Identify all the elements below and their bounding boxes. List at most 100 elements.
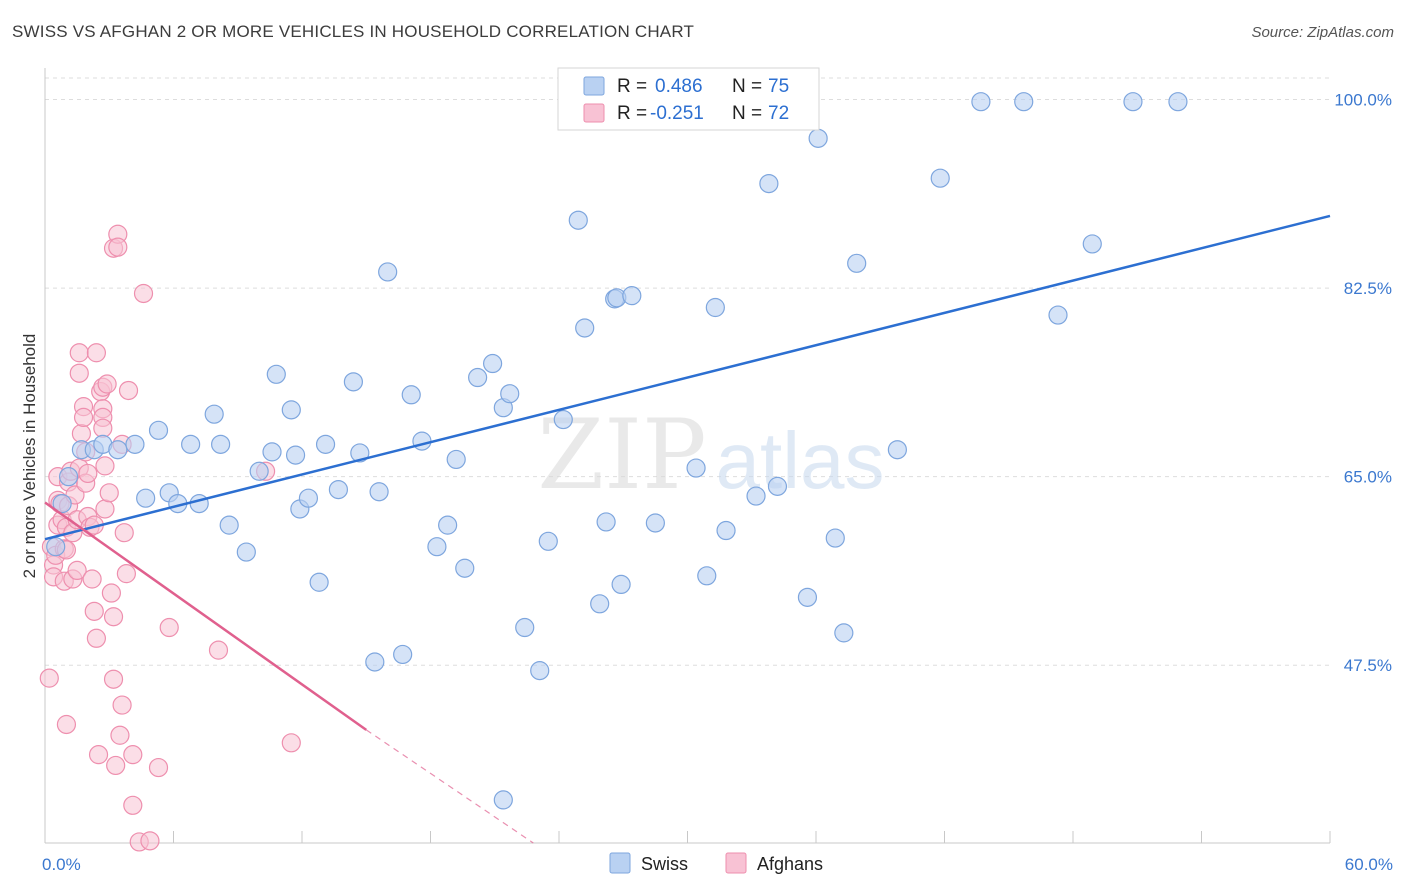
swiss-point (412, 431, 432, 451)
afghan-point (159, 617, 179, 638)
afghan-point (78, 463, 98, 484)
afghan-point (108, 237, 128, 257)
swiss-point (887, 440, 907, 460)
x-tick-label-min: 0.0% (42, 855, 81, 874)
afghan-point (86, 343, 107, 363)
afghan-point (116, 564, 136, 584)
afghan-point (82, 569, 102, 589)
afghan-point (99, 483, 119, 503)
afghan-point (106, 755, 126, 776)
afghan-point (95, 499, 115, 519)
bottom-legend-swiss: Swiss (641, 854, 688, 874)
swiss-point (686, 458, 706, 478)
swiss-point (52, 493, 72, 514)
watermark-atlas: atlas (716, 416, 885, 505)
bottom-legend-swatch-afghan (725, 852, 747, 874)
afghan-point (88, 745, 109, 765)
legend-swiss-n-value: 75 (768, 76, 789, 97)
afghan-point (112, 695, 132, 715)
swiss-point (746, 486, 766, 506)
afghan-points (39, 224, 301, 852)
afghan-point (208, 640, 229, 660)
y-tick-label: 100.0% (1334, 91, 1392, 110)
legend-swatch-afghan (583, 103, 605, 123)
swiss-point (219, 515, 239, 535)
swiss-point (328, 479, 349, 500)
swiss-point (125, 434, 145, 454)
x-tick-label-max: 60.0% (1345, 855, 1393, 874)
legend-afghan-n-value: 72 (768, 103, 789, 124)
afghan-trend-line-extension (365, 729, 534, 844)
axis-layer: 0.0% 60.0% (42, 68, 1393, 874)
swiss-point (309, 572, 329, 592)
swiss-point (369, 482, 389, 502)
swiss-point (108, 440, 128, 460)
afghan-point (97, 374, 117, 394)
swiss-point (468, 367, 488, 388)
afghan-point (103, 607, 124, 627)
afghan-trend-line (44, 501, 367, 731)
swiss-point (705, 297, 725, 318)
afghan-point (281, 733, 301, 753)
legend-afghan-r-label: R = (617, 103, 647, 124)
swiss-trend-line (44, 214, 1331, 541)
swiss-point (622, 286, 642, 306)
afghan-point (118, 380, 139, 401)
afghan-point (95, 456, 115, 476)
swiss-point (285, 445, 306, 465)
swiss-point (493, 790, 513, 810)
swiss-point (266, 364, 286, 384)
swiss-point (427, 537, 447, 557)
swiss-point (930, 168, 950, 188)
swiss-point (500, 384, 520, 404)
swiss-point (365, 652, 385, 672)
swiss-point (568, 210, 588, 230)
swiss-point (538, 531, 558, 551)
afghan-point (103, 669, 124, 689)
swiss-point (596, 512, 616, 532)
bottom-legend: Swiss Afghans (609, 852, 823, 874)
swiss-point (797, 587, 818, 607)
swiss-point (1082, 234, 1102, 254)
afghan-point (56, 714, 77, 735)
swiss-point (249, 461, 269, 481)
afghan-point (84, 601, 104, 621)
afghan-point (140, 831, 160, 851)
swiss-point (1123, 92, 1143, 112)
bottom-legend-afghan: Afghans (757, 854, 823, 874)
afghan-point (114, 523, 134, 543)
swiss-point (834, 623, 854, 643)
swiss-point (189, 493, 209, 514)
swiss-point (181, 434, 201, 454)
swiss-point (378, 262, 398, 282)
legend-swatch-swiss (583, 76, 605, 96)
swiss-point (148, 420, 169, 440)
swiss-point (438, 515, 458, 535)
afghan-point (101, 583, 121, 603)
afghan-point (110, 725, 130, 745)
swiss-point (611, 574, 631, 595)
swiss-point (483, 353, 503, 374)
swiss-point (1014, 92, 1034, 112)
afghan-point (123, 795, 143, 815)
grid-layer: 47.5% 65.0% 82.5% 100.0% (45, 77, 1392, 675)
swiss-point (530, 661, 550, 681)
swiss-point (401, 385, 421, 405)
watermark: ZIP atlas (537, 399, 884, 511)
swiss-point (825, 528, 845, 548)
swiss-point (46, 537, 66, 557)
legend-box: R = 0.486 N = 75 R = -0.251 N = 72 (557, 67, 820, 131)
swiss-point (759, 173, 779, 194)
y-tick-label: 82.5% (1344, 279, 1392, 298)
swiss-point (553, 409, 573, 430)
swiss-point (315, 434, 336, 454)
afghan-point (39, 668, 59, 688)
swiss-point (808, 128, 828, 148)
swiss-point (281, 400, 301, 420)
afghan-point (71, 423, 92, 444)
legend-swiss-n-label: N = (732, 76, 762, 97)
bottom-legend-swatch-swiss (609, 852, 631, 874)
swiss-point (204, 404, 224, 424)
trend-lines (44, 214, 1331, 844)
